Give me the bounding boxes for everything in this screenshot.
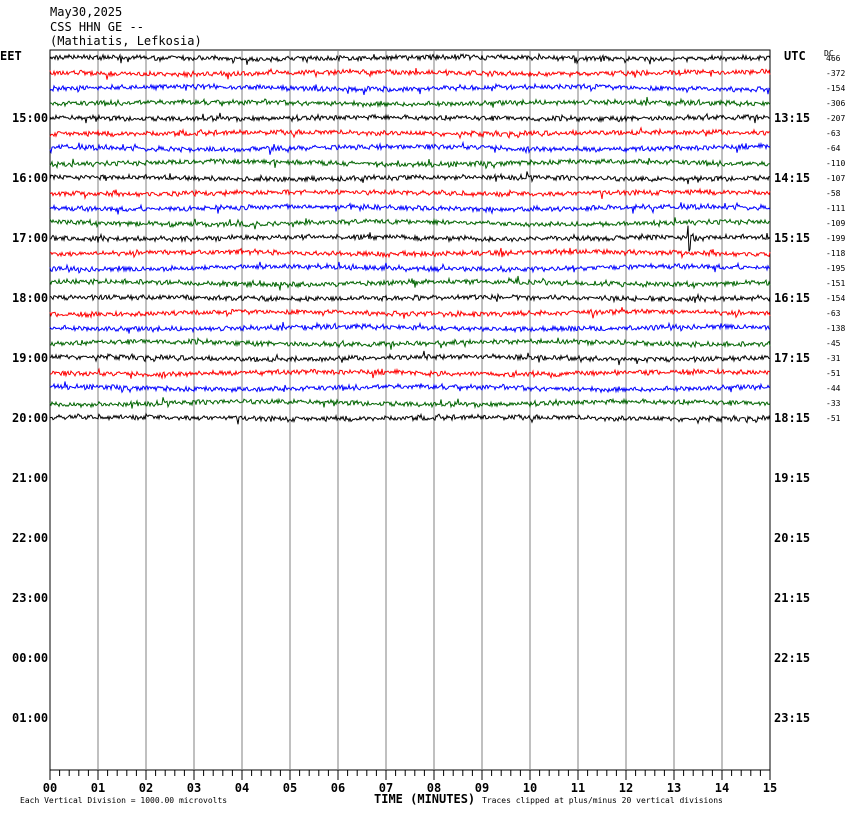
seismic-trace — [49, 412, 771, 425]
x-tick-label: 09 — [475, 781, 489, 795]
dc-offset-label: -58 — [826, 189, 841, 198]
x-tick-label: 06 — [331, 781, 345, 795]
x-tick-label: 04 — [235, 781, 249, 795]
seismic-trace — [49, 52, 771, 65]
right-axis-label: UTC — [784, 49, 806, 63]
dc-offset-label: -64 — [826, 144, 841, 153]
utc-time-label: 17:15 — [774, 351, 811, 365]
eet-time-label: 16:00 — [12, 171, 49, 185]
dc-offset-label: -306 — [826, 99, 846, 108]
seismic-trace — [49, 381, 771, 394]
eet-time-label: 17:00 — [12, 231, 49, 245]
utc-time-label: 13:15 — [774, 111, 811, 125]
dc-offset-label: -63 — [826, 309, 841, 318]
eet-time-label: 20:00 — [12, 411, 49, 425]
utc-time-label: 14:15 — [774, 171, 811, 185]
dc-offset-label: -110 — [826, 159, 846, 168]
dc-offset-label: -154 — [826, 84, 846, 93]
eet-time-label: 00:00 — [12, 651, 49, 665]
chart-date: May30,2025 — [50, 5, 123, 19]
clipping-note: Traces clipped at plus/minus 20 vertical… — [482, 796, 723, 805]
utc-time-label: 21:15 — [774, 591, 811, 605]
dc-offset-label: -109 — [826, 219, 846, 228]
x-tick-label: 07 — [379, 781, 393, 795]
eet-time-label: 01:00 — [12, 711, 49, 725]
dc-offset-label: -111 — [826, 204, 846, 213]
seismic-trace — [49, 367, 771, 380]
seismic-trace — [49, 217, 771, 230]
seismic-trace — [49, 187, 771, 200]
x-tick-label: 13 — [667, 781, 681, 795]
eet-time-label: 23:00 — [12, 591, 49, 605]
eet-time-label: 22:00 — [12, 531, 49, 545]
seismic-trace — [49, 350, 771, 366]
seismic-trace — [49, 336, 771, 350]
seismic-trace — [49, 397, 771, 410]
dc-offset-label: -51 — [826, 369, 841, 378]
x-tick-label: 12 — [619, 781, 633, 795]
dc-offset-label: -138 — [826, 324, 846, 333]
x-tick-label: 15 — [763, 781, 777, 795]
seismic-trace — [49, 247, 771, 260]
dc-label: DC — [824, 49, 834, 58]
seismic-trace — [49, 292, 771, 304]
dc-offset-label: -207 — [826, 114, 846, 123]
seismic-trace — [49, 171, 771, 185]
vertical-division-note: Each Vertical Division = 1000.00 microvo… — [20, 796, 228, 805]
eet-time-label: 21:00 — [12, 471, 49, 485]
utc-time-label: 18:15 — [774, 411, 811, 425]
plot-frame — [49, 49, 771, 771]
seismic-trace — [49, 96, 771, 109]
x-tick-label: 00 — [43, 781, 57, 795]
dc-offset-label: -372 — [826, 69, 846, 78]
eet-time-label: 18:00 — [12, 291, 49, 305]
dc-offset-label: -107 — [826, 174, 846, 183]
utc-time-label: 16:15 — [774, 291, 811, 305]
x-tick-label: 02 — [139, 781, 153, 795]
x-tick-label: 08 — [427, 781, 441, 795]
dc-offset-label: -44 — [826, 384, 841, 393]
seismic-trace — [49, 67, 771, 80]
seismic-trace — [49, 112, 771, 124]
chart-location: (Mathiatis, Lefkosia) — [50, 34, 202, 48]
seismic-trace — [49, 157, 771, 170]
seismic-trace — [49, 275, 771, 291]
seismic-trace — [49, 126, 771, 140]
dc-offset-label: -154 — [826, 294, 846, 303]
utc-time-label: 23:15 — [774, 711, 811, 725]
dc-offset-label: -31 — [826, 354, 841, 363]
x-tick-label: 01 — [91, 781, 105, 795]
eet-time-label: 15:00 — [12, 111, 49, 125]
dc-offset-label: -33 — [826, 399, 841, 408]
seismic-trace — [49, 261, 771, 274]
eet-time-label: 19:00 — [12, 351, 49, 365]
dc-offset-label: -195 — [826, 264, 846, 273]
left-axis-label: EET — [0, 49, 22, 63]
utc-time-label: 15:15 — [774, 231, 811, 245]
x-tick-label: 11 — [571, 781, 585, 795]
dc-offset-label: -199 — [826, 234, 846, 243]
utc-time-label: 20:15 — [774, 531, 811, 545]
utc-time-label: 19:15 — [774, 471, 811, 485]
dc-offset-label: -151 — [826, 279, 846, 288]
x-tick-label: 05 — [283, 781, 297, 795]
dc-offset-label: 466 — [826, 54, 841, 63]
x-tick-label: 03 — [187, 781, 201, 795]
utc-time-label: 22:15 — [774, 651, 811, 665]
seismic-trace — [49, 201, 771, 215]
x-tick-label: 10 — [523, 781, 537, 795]
dc-offset-label: -118 — [826, 249, 846, 258]
seismic-trace — [49, 225, 771, 252]
dc-offset-label: -51 — [826, 414, 841, 423]
seismic-trace — [49, 321, 771, 334]
seismic-trace — [49, 82, 771, 96]
x-tick-label: 14 — [715, 781, 729, 795]
seismic-trace — [49, 307, 771, 319]
seismic-trace — [49, 140, 771, 155]
chart-station: CSS HHN GE -- — [50, 20, 144, 34]
x-axis-label: TIME (MINUTES) — [374, 792, 476, 806]
dc-offset-label: -63 — [826, 129, 841, 138]
dc-offset-label: -45 — [826, 339, 841, 348]
